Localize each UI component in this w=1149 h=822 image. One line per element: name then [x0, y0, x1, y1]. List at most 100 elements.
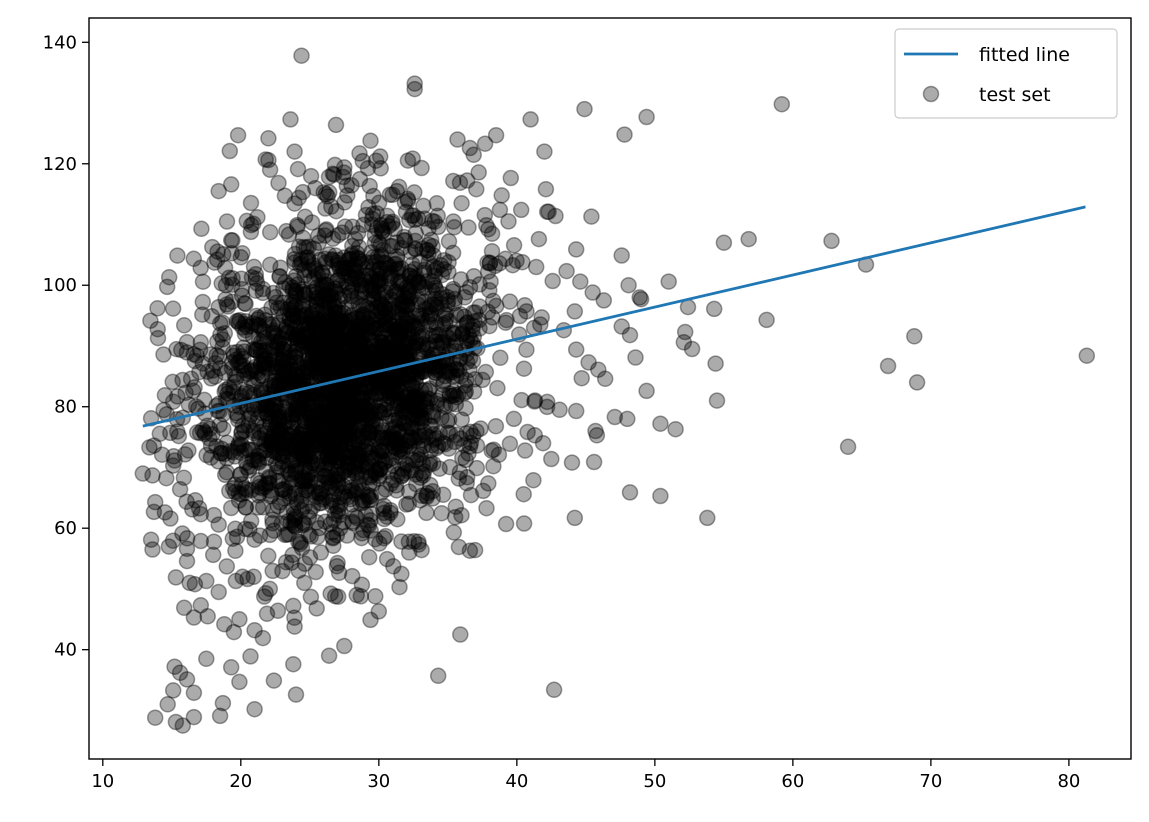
- scatter-point: [363, 269, 381, 287]
- scatter-point: [410, 440, 428, 458]
- scatter-point: [338, 448, 356, 466]
- scatter-point: [908, 374, 926, 391]
- scatter-point: [362, 132, 379, 149]
- scatter-point: [389, 510, 406, 528]
- scatter-point: [408, 475, 425, 493]
- scatter-point: [242, 406, 260, 424]
- scatter-point: [274, 367, 292, 385]
- scatter-point: [231, 311, 249, 329]
- scatter-point: [437, 363, 455, 380]
- scatter-point: [287, 297, 304, 315]
- scatter-point: [359, 322, 376, 339]
- scatter-point: [229, 439, 246, 457]
- scatter-point: [234, 244, 251, 262]
- scatter-point: [573, 369, 590, 387]
- scatter-point: [329, 432, 346, 449]
- scatter-point: [399, 462, 417, 480]
- scatter-point: [428, 319, 445, 336]
- scatter-point: [461, 361, 478, 379]
- scatter-point: [235, 350, 252, 368]
- y-tick-label: 40: [54, 640, 77, 661]
- scatter-point: [328, 326, 345, 344]
- x-tick-label: 40: [505, 771, 528, 792]
- scatter-point: [300, 326, 317, 344]
- scatter-point: [516, 442, 534, 459]
- scatter-point: [301, 401, 319, 419]
- scatter-point: [627, 349, 644, 366]
- scatter-point: [327, 391, 345, 408]
- scatter-point: [396, 437, 414, 454]
- scatter-point: [312, 361, 330, 378]
- scatter-point: [262, 411, 279, 428]
- scatter-point: [155, 346, 172, 363]
- scatter-point: [385, 374, 403, 392]
- scatter-point: [199, 363, 216, 380]
- scatter-point: [328, 346, 346, 364]
- scatter-point: [530, 230, 548, 248]
- scatter-point: [160, 538, 178, 555]
- scatter-point: [337, 259, 355, 277]
- scatter-point: [349, 452, 367, 470]
- scatter-point: [314, 404, 331, 422]
- scatter-point: [186, 352, 204, 370]
- scatter-point: [305, 256, 322, 274]
- scatter-point: [456, 384, 473, 402]
- scatter-point: [392, 324, 410, 341]
- scatter-point: [399, 418, 416, 435]
- scatter-point: [284, 546, 301, 564]
- scatter-point: [383, 345, 401, 362]
- scatter-point: [621, 326, 639, 344]
- scatter-point: [377, 527, 394, 545]
- scatter-point: [334, 392, 351, 409]
- scatter-point: [329, 347, 347, 365]
- scatter-point: [283, 446, 300, 463]
- scatter-point: [356, 283, 374, 300]
- scatter-point: [324, 444, 341, 462]
- scatter-point: [343, 567, 361, 585]
- scatter-point: [406, 388, 424, 405]
- scatter-point: [667, 420, 684, 438]
- scatter-point: [400, 432, 417, 450]
- scatter-point: [368, 299, 385, 316]
- scatter-point: [242, 458, 259, 475]
- scatter-point: [287, 267, 305, 285]
- scatter-point: [388, 384, 405, 402]
- scatter-point: [237, 481, 255, 498]
- scatter-point: [321, 359, 339, 377]
- scatter-point: [371, 260, 389, 277]
- scatter-point: [428, 392, 446, 409]
- scatter-point: [336, 159, 353, 176]
- scatter-point: [432, 358, 449, 375]
- scatter-point: [301, 450, 319, 467]
- scatter-point: [341, 391, 358, 408]
- scatter-point: [351, 495, 369, 512]
- scatter-point: [366, 436, 384, 454]
- scatter-point: [462, 486, 480, 504]
- scatter-point: [321, 383, 338, 400]
- scatter-point: [271, 268, 288, 285]
- scatter-point: [383, 328, 401, 345]
- scatter-point: [393, 565, 410, 583]
- scatter-point: [441, 387, 459, 405]
- scatter-point: [311, 394, 329, 412]
- scatter-point: [234, 568, 251, 586]
- scatter-point: [261, 161, 279, 178]
- scatter-point: [307, 350, 325, 368]
- scatter-point: [314, 359, 331, 376]
- scatter-point: [292, 308, 309, 325]
- scatter-point: [321, 316, 338, 334]
- scatter-point: [330, 256, 347, 274]
- scatter-point: [320, 184, 338, 201]
- scatter-point: [403, 338, 421, 355]
- scatter-point: [336, 259, 353, 277]
- scatter-point: [312, 437, 329, 455]
- scatter-point: [444, 387, 461, 405]
- scatter-point: [335, 168, 352, 186]
- scatter-point: [353, 466, 370, 484]
- scatter-point: [429, 218, 447, 236]
- scatter-point: [445, 324, 463, 341]
- scatter-point: [311, 494, 328, 512]
- scatter-point: [321, 479, 338, 496]
- scatter-point: [452, 306, 469, 323]
